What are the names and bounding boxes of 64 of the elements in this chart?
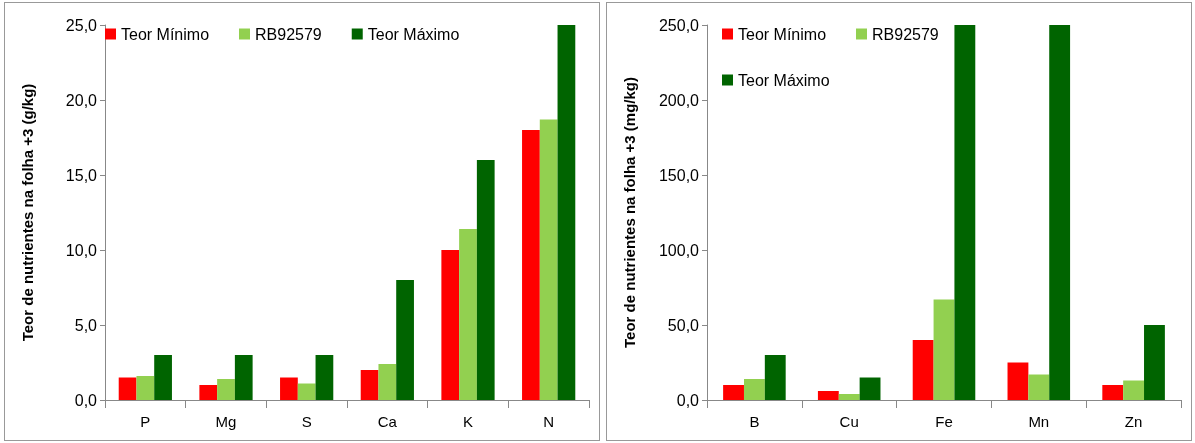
y-tick-label: 0,0 xyxy=(74,391,98,409)
bar xyxy=(217,379,235,400)
y-tick-label: 25,0 xyxy=(65,16,98,34)
bar xyxy=(912,340,934,400)
bar xyxy=(1123,380,1145,400)
y-tick-label: 0,0 xyxy=(676,391,700,409)
bar xyxy=(441,250,460,400)
x-tick-label: Mg xyxy=(215,413,237,430)
x-tick-label: Ca xyxy=(377,413,398,430)
bar xyxy=(280,377,298,400)
bar xyxy=(557,25,576,400)
y-tick-label: 5,0 xyxy=(74,316,98,334)
y-tick-label: 200,0 xyxy=(658,91,700,109)
bar xyxy=(764,355,786,400)
bar xyxy=(297,383,316,400)
legend-label: Teor Máximo xyxy=(367,25,460,43)
x-tick-label: Fe xyxy=(935,413,953,430)
x-tick-label: P xyxy=(140,413,151,430)
bar xyxy=(234,355,253,400)
y-tick-label: 150,0 xyxy=(658,166,700,184)
y-tick-label: 10,0 xyxy=(65,241,98,259)
bar xyxy=(360,370,379,400)
legend-label: Teor Mínimo xyxy=(738,25,827,43)
y-tick-label: 100,0 xyxy=(658,241,700,259)
x-tick-label: Zn xyxy=(1124,413,1143,430)
bar xyxy=(378,364,397,400)
bar xyxy=(1007,362,1029,400)
bar xyxy=(199,385,218,400)
x-tick-label: K xyxy=(462,413,474,430)
bar xyxy=(954,25,976,400)
y-tick-label: 250,0 xyxy=(658,16,700,34)
y-tick-label: 15,0 xyxy=(65,166,98,184)
legend-label: Teor Mínimo xyxy=(121,25,210,43)
bar xyxy=(154,355,172,400)
bar xyxy=(1144,325,1165,400)
bar xyxy=(522,130,540,400)
bar xyxy=(118,377,137,400)
bar xyxy=(933,299,955,400)
bar xyxy=(859,377,881,400)
bar xyxy=(136,376,155,400)
y-tick-label: 50,0 xyxy=(667,316,700,334)
bar xyxy=(459,229,477,400)
bar xyxy=(476,160,495,400)
legend-label: Teor Máximo xyxy=(738,71,830,89)
bar xyxy=(315,355,334,400)
y-tick-label: 20,0 xyxy=(65,91,98,109)
x-tick-label: Cu xyxy=(839,413,859,430)
legend-label: RB92579 xyxy=(872,25,939,43)
bar xyxy=(1028,374,1050,400)
x-tick-label: N xyxy=(543,413,555,430)
bar xyxy=(723,385,744,400)
bar xyxy=(817,391,839,400)
x-tick-label: S xyxy=(301,413,312,430)
bar xyxy=(396,280,414,400)
legend-label: RB92579 xyxy=(255,25,322,43)
bar xyxy=(1049,25,1071,400)
x-tick-label: Mn xyxy=(1028,413,1050,430)
bar xyxy=(539,119,558,400)
bar xyxy=(838,394,860,400)
x-tick-label: B xyxy=(749,413,760,430)
bar xyxy=(743,379,765,400)
bar xyxy=(1102,385,1124,400)
y-axis-title: Teor de nutrientes na folha +3 (mg/kg) xyxy=(621,76,638,349)
y-axis-title: Teor de nutrientes na folha +3 (g/kg) xyxy=(19,83,36,342)
